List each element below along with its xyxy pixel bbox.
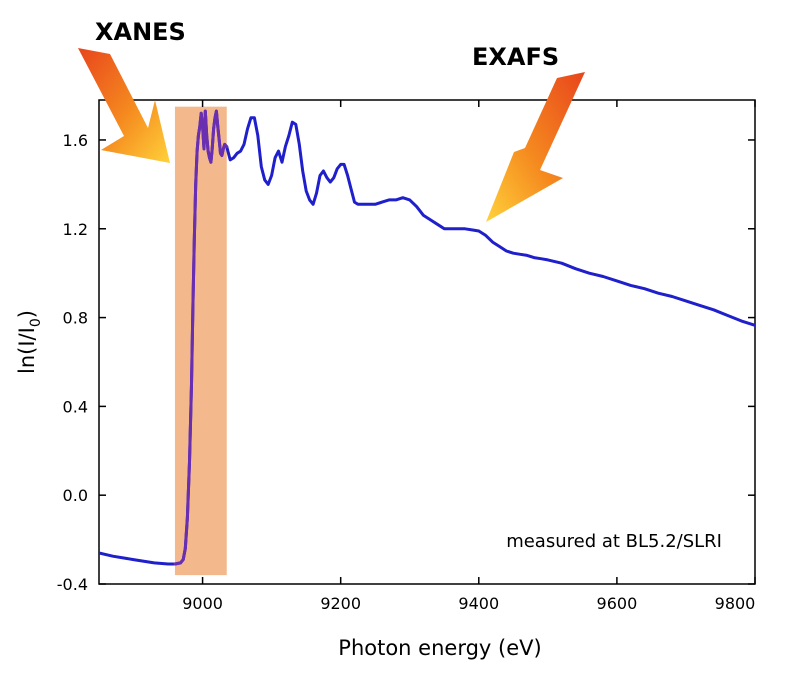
x-tick-label: 9000 xyxy=(182,594,223,613)
y-tick-label: 0.4 xyxy=(63,397,88,416)
absorption-spectrum-line-in-band xyxy=(173,109,229,566)
y-tick-label: 0.0 xyxy=(63,486,88,505)
y-tick-label: 1.6 xyxy=(63,131,88,150)
xanes-label: XANES xyxy=(95,18,186,46)
x-tick-label: 9400 xyxy=(458,594,499,613)
y-axis-title-close: ) xyxy=(15,310,39,318)
y-tick-label: -0.4 xyxy=(57,575,88,594)
x-tick-label: 9600 xyxy=(597,594,638,613)
exafs-label: EXAFS xyxy=(472,43,559,71)
y-axis-title-subscript: 0 xyxy=(28,318,44,327)
y-axis-title-main: ln(I/I xyxy=(15,327,39,374)
y-tick-label: 0.8 xyxy=(63,309,88,328)
measurement-source-note: measured at BL5.2/SLRI xyxy=(506,531,722,552)
y-axis-title: ln(I/I0) xyxy=(15,310,44,374)
arrow-exafs-icon xyxy=(486,72,585,222)
x-tick-label: 9200 xyxy=(320,594,361,613)
x-axis-ticks: 9000 9200 9400 9600 9800 xyxy=(182,100,756,613)
xanes-highlight-band xyxy=(174,106,227,576)
arrow-xanes-icon xyxy=(78,48,170,163)
y-tick-label: 1.2 xyxy=(63,220,88,239)
x-tick-label: 9800 xyxy=(715,594,756,613)
plot-frame xyxy=(98,99,756,585)
y-axis-ticks: -0.4 0.0 0.4 0.8 1.2 1.6 xyxy=(57,131,755,594)
x-axis-title: Photon energy (eV) xyxy=(338,636,541,660)
